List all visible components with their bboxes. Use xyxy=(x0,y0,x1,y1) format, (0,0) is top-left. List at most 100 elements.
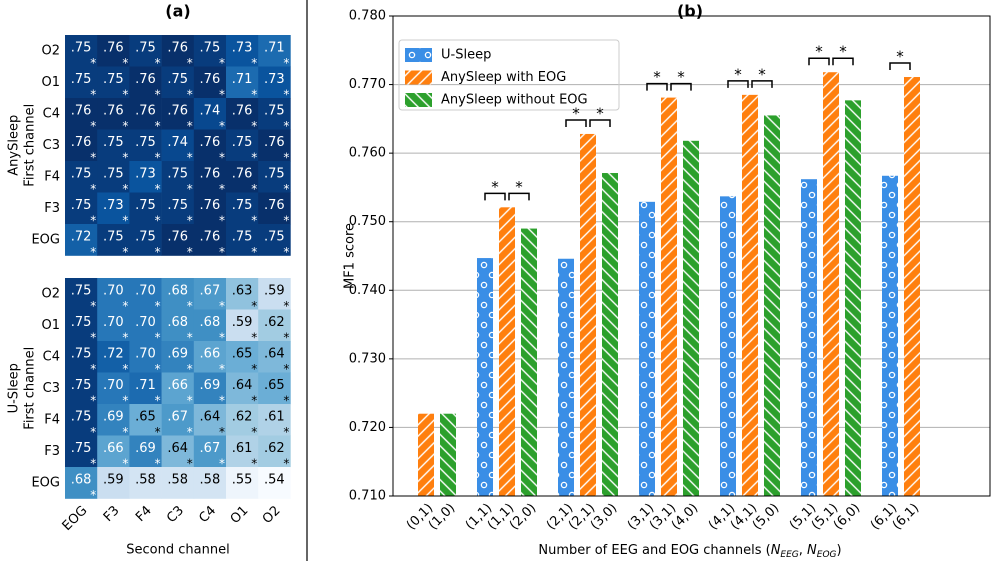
significance-bracket xyxy=(565,119,587,127)
significance-star: * xyxy=(283,362,289,376)
heatmap-cell xyxy=(258,341,291,373)
heatmap-cell xyxy=(65,309,98,342)
significance-star: * xyxy=(251,245,257,259)
heatmap-cell xyxy=(258,467,291,499)
cell-label: .75 xyxy=(232,135,253,150)
cell-label: .75 xyxy=(71,198,92,213)
row-label: EOG xyxy=(31,232,60,247)
heatmap-cell xyxy=(226,309,259,342)
cell-label: .75 xyxy=(135,198,156,213)
cell-label: .65 xyxy=(232,346,253,361)
cell-label: .62 xyxy=(264,441,285,456)
significance-star: * xyxy=(155,362,161,376)
row-label: F3 xyxy=(44,201,60,216)
bar xyxy=(904,77,920,497)
heatmap-cell xyxy=(193,224,227,256)
significance-star: * xyxy=(251,151,257,165)
heatmap-cell xyxy=(65,278,98,310)
bar xyxy=(742,94,758,496)
heatmap-cell xyxy=(129,35,162,67)
legend-label: AnySleep without EOG xyxy=(441,93,588,108)
significance-star: * xyxy=(155,119,161,133)
column-label: O2 xyxy=(260,503,284,527)
cell-label: .75 xyxy=(200,40,221,55)
significance-star: * xyxy=(219,425,225,439)
cell-label: .70 xyxy=(103,378,124,393)
significance-bracket xyxy=(751,80,773,88)
significance-star: * xyxy=(90,214,96,228)
cell-label: .76 xyxy=(71,103,92,118)
cell-label: .70 xyxy=(135,283,156,298)
significance-star: * xyxy=(122,245,128,259)
row-label: O1 xyxy=(41,318,60,333)
heatmap-cell xyxy=(226,224,259,256)
cell-label: .75 xyxy=(135,40,156,55)
heatmap-cell xyxy=(161,35,195,67)
x-axis-label: Number of EEG and EOG channels (NEEG, NE… xyxy=(538,543,841,560)
cell-label: .76 xyxy=(200,198,221,213)
bar xyxy=(661,97,677,496)
cell-label: .76 xyxy=(200,166,221,181)
column-label: F4 xyxy=(133,503,155,525)
cell-label: .74 xyxy=(167,135,188,150)
significance-star: * xyxy=(283,119,289,133)
heatmap-cell xyxy=(97,372,130,405)
cell-label: .68 xyxy=(71,472,92,487)
cell-label: .73 xyxy=(264,72,285,87)
significance-star: * xyxy=(283,245,289,259)
heatmap-cell xyxy=(258,129,291,162)
bar xyxy=(580,133,596,496)
heatmap-cell xyxy=(226,467,259,499)
y-axis-label: U-Sleep xyxy=(7,363,22,413)
heatmap-cell xyxy=(193,278,227,310)
cell-label: .75 xyxy=(103,229,124,244)
significance-star: * xyxy=(219,394,225,408)
cell-label: .67 xyxy=(200,283,221,298)
significance-star: * xyxy=(251,394,257,408)
heatmap-cell xyxy=(161,467,195,499)
heatmap-cell xyxy=(161,192,195,225)
cell-label: .54 xyxy=(264,472,285,487)
cell-label: .66 xyxy=(167,378,188,393)
significance-star: * xyxy=(283,299,289,313)
cell-label: .69 xyxy=(135,441,156,456)
significance-star: * xyxy=(187,394,193,408)
significance-star: * xyxy=(187,151,193,165)
significance-star: * xyxy=(155,457,161,471)
column-label: EOG xyxy=(60,503,91,534)
bar xyxy=(845,100,861,496)
significance-star: * xyxy=(122,331,128,345)
cell-label: .75 xyxy=(264,166,285,181)
cell-label: .76 xyxy=(200,135,221,150)
bar xyxy=(477,258,493,496)
significance-star: * xyxy=(251,182,257,196)
significance-star: * xyxy=(187,457,193,471)
y-tick-label: 0.780 xyxy=(349,9,386,24)
cell-label: .72 xyxy=(103,346,124,361)
cell-label: .73 xyxy=(103,198,124,213)
significance-star: * xyxy=(677,68,685,86)
cell-label: .76 xyxy=(264,135,285,150)
y-tick-label: 0.710 xyxy=(349,489,386,504)
significance-star: * xyxy=(155,151,161,165)
cell-label: .58 xyxy=(200,472,221,487)
heatmap-cell xyxy=(258,435,291,468)
cell-label: .64 xyxy=(167,441,188,456)
significance-star: * xyxy=(653,68,661,86)
heatmap-cell xyxy=(97,35,130,67)
x-label-part: EOG xyxy=(817,550,837,560)
cell-label: .76 xyxy=(167,229,188,244)
y-tick-label: 0.750 xyxy=(349,214,386,229)
heatmap-cell xyxy=(193,309,227,342)
significance-star: * xyxy=(251,214,257,228)
significance-bracket xyxy=(646,82,668,91)
heatmap-cell xyxy=(65,66,98,99)
x-tick-label: (4,0) xyxy=(669,501,701,533)
cell-label: .76 xyxy=(232,103,253,118)
significance-star: * xyxy=(251,457,257,471)
heatmap-cell xyxy=(258,98,291,130)
cell-label: .75 xyxy=(71,166,92,181)
heatmap-cell xyxy=(226,161,259,193)
x-label-part: ) xyxy=(837,543,842,558)
